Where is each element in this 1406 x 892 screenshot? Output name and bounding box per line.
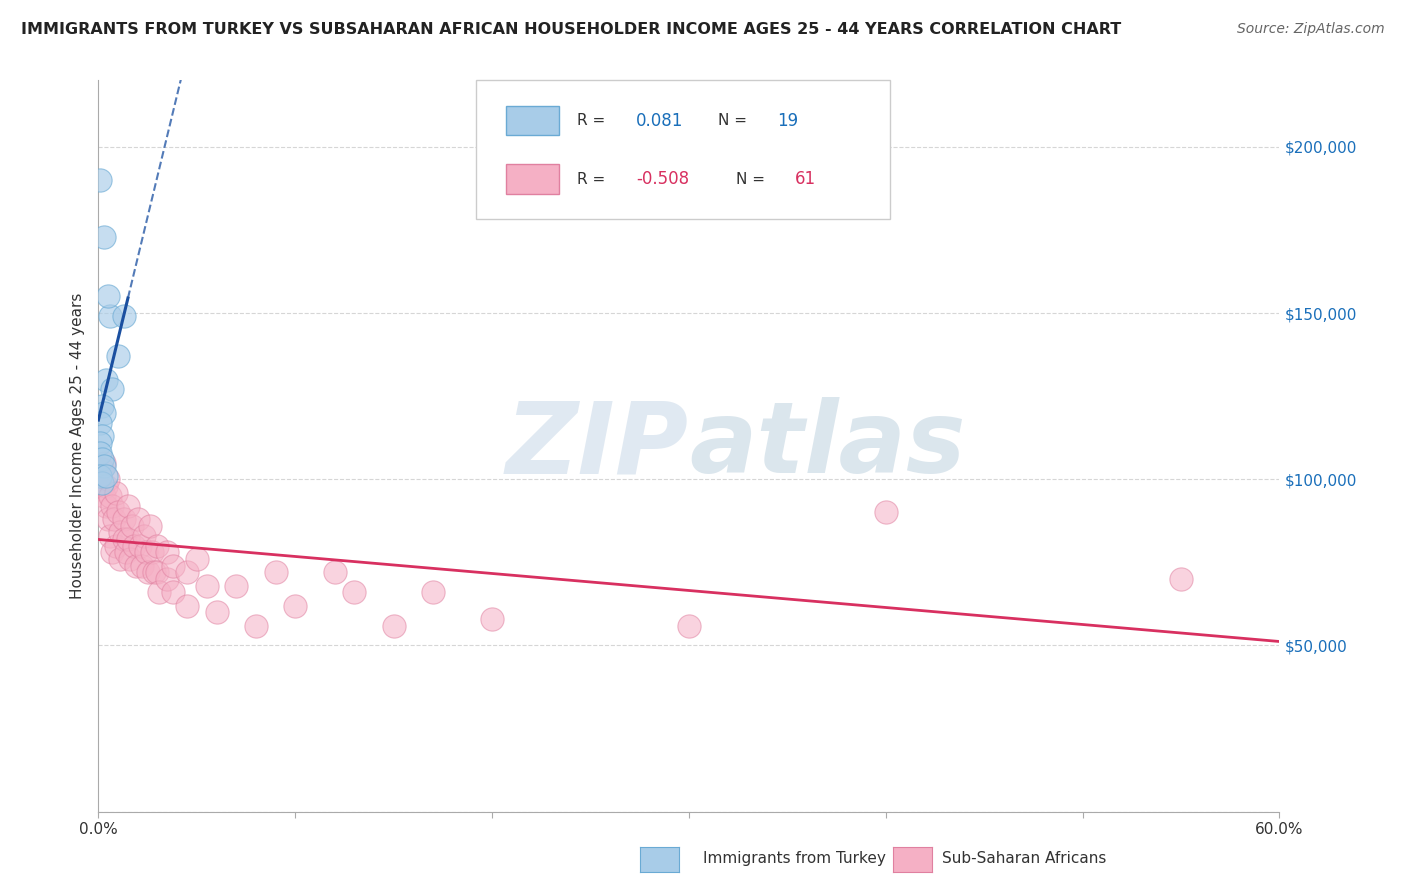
Text: Sub-Saharan Africans: Sub-Saharan Africans [942, 851, 1107, 865]
Point [101, 499, 124, 513]
Point [382, 618, 405, 632]
Point [132, 529, 155, 543]
Point [146, 566, 169, 580]
Point [225, 579, 247, 593]
Point [422, 585, 444, 599]
Point [96, 372, 118, 386]
Point [156, 545, 179, 559]
Point [101, 545, 124, 559]
Point [205, 605, 228, 619]
Text: 19: 19 [778, 112, 799, 129]
Point [1170, 572, 1192, 586]
Point [97, 512, 120, 526]
Point [195, 579, 218, 593]
Point [108, 552, 131, 566]
Point [142, 566, 165, 580]
Point [97, 472, 120, 486]
Point [112, 512, 135, 526]
Point [98, 529, 121, 543]
Point [101, 383, 124, 397]
Point [162, 558, 184, 573]
Point [93, 406, 115, 420]
FancyBboxPatch shape [477, 80, 890, 219]
Point [162, 585, 184, 599]
Point [96, 469, 118, 483]
Point [107, 506, 129, 520]
Text: ZIP: ZIP [506, 398, 689, 494]
Point [91, 462, 114, 476]
Text: N =: N = [718, 113, 752, 128]
Point [105, 485, 128, 500]
Text: R =: R = [576, 171, 610, 186]
Text: Immigrants from Turkey: Immigrants from Turkey [703, 851, 886, 865]
Point [117, 499, 139, 513]
Point [115, 545, 138, 559]
Text: 0.081: 0.081 [636, 112, 683, 129]
Text: atlas: atlas [689, 398, 966, 494]
Point [103, 512, 125, 526]
Point [118, 552, 141, 566]
Point [186, 552, 208, 566]
Text: -0.508: -0.508 [636, 170, 689, 188]
Point [108, 525, 131, 540]
FancyBboxPatch shape [506, 106, 560, 135]
Point [93, 458, 115, 473]
Point [89, 445, 111, 459]
Point [138, 518, 160, 533]
Point [141, 545, 163, 559]
Point [131, 558, 153, 573]
Point [91, 482, 114, 496]
Point [128, 539, 150, 553]
Point [148, 585, 170, 599]
Point [875, 506, 897, 520]
Point [284, 599, 307, 613]
Point [98, 310, 121, 324]
Point [96, 499, 118, 513]
Point [98, 489, 121, 503]
Point [91, 429, 114, 443]
Point [121, 518, 143, 533]
Point [125, 558, 148, 573]
Point [89, 472, 111, 486]
Point [96, 479, 118, 493]
Point [122, 539, 145, 553]
Point [156, 572, 179, 586]
Point [107, 349, 129, 363]
Point [112, 310, 135, 324]
Point [176, 566, 198, 580]
Point [91, 399, 114, 413]
Point [93, 229, 115, 244]
Point [127, 512, 149, 526]
Text: IMMIGRANTS FROM TURKEY VS SUBSAHARAN AFRICAN HOUSEHOLDER INCOME AGES 25 - 44 YEA: IMMIGRANTS FROM TURKEY VS SUBSAHARAN AFR… [21, 22, 1122, 37]
Point [323, 566, 346, 580]
Point [678, 618, 700, 632]
Text: Source: ZipAtlas.com: Source: ZipAtlas.com [1237, 22, 1385, 37]
Point [89, 435, 111, 450]
Point [91, 475, 114, 490]
Point [117, 532, 139, 546]
FancyBboxPatch shape [506, 164, 560, 194]
Point [135, 545, 157, 559]
Point [89, 416, 111, 430]
Point [245, 618, 267, 632]
Point [481, 612, 503, 626]
Text: 61: 61 [796, 170, 817, 188]
Point [97, 289, 120, 303]
Y-axis label: Householder Income Ages 25 - 44 years: Householder Income Ages 25 - 44 years [70, 293, 86, 599]
Point [112, 532, 135, 546]
Point [91, 452, 114, 467]
Text: N =: N = [737, 171, 770, 186]
Point [89, 173, 111, 187]
Point [176, 599, 198, 613]
Text: R =: R = [576, 113, 610, 128]
Point [136, 566, 159, 580]
Point [264, 566, 287, 580]
Point [89, 469, 111, 483]
Point [93, 456, 115, 470]
Point [343, 585, 366, 599]
Point [105, 539, 128, 553]
Point [93, 489, 115, 503]
Point [146, 539, 169, 553]
